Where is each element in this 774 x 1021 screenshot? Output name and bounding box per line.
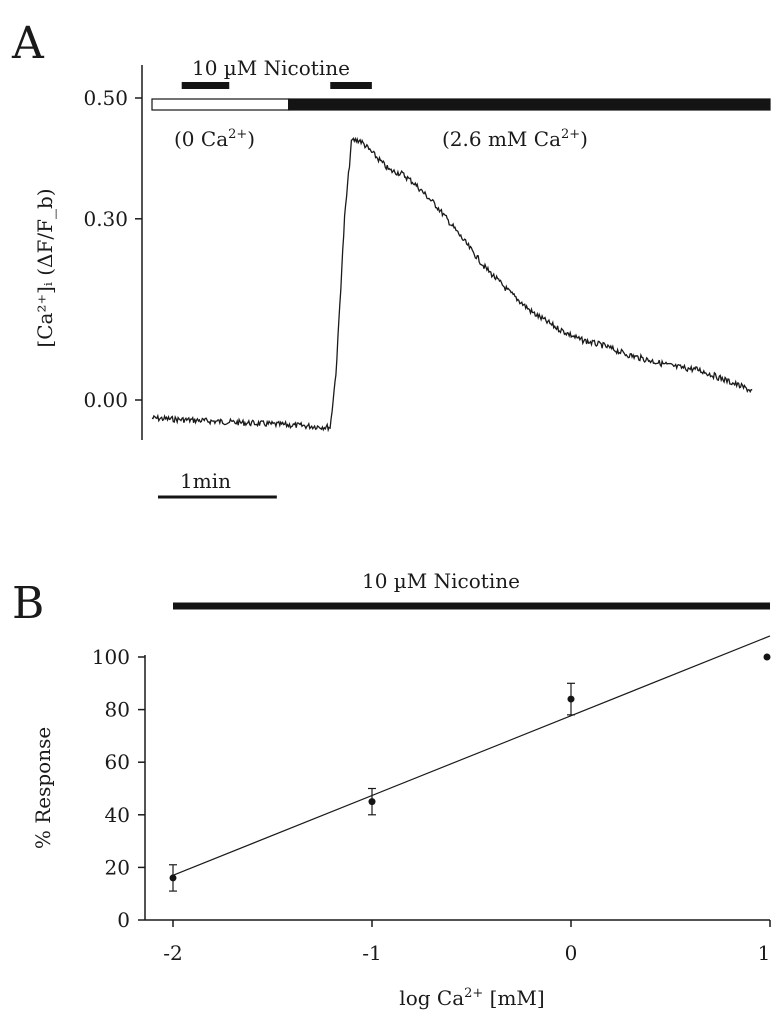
panel-a-y-ticks: 0.00 0.30 0.50 [83, 86, 142, 412]
panel-b-letter: B [12, 578, 44, 629]
panel-a-y-tick-label: 0.30 [83, 207, 128, 231]
panel-a-y-label: [Ca²⁺]ᵢ (ΔF/F_b) [33, 188, 57, 347]
panel-b-data-point [763, 653, 771, 661]
panel-a-calcium-trace [151, 136, 753, 433]
panel-b-y-tick-label: 20 [105, 855, 130, 879]
panel-b-y-tick-label: 0 [117, 908, 130, 932]
panel-a-nicotine-label: 10 µM Nicotine [192, 56, 350, 80]
panel-b-x-tick-label: 0 [565, 941, 578, 965]
panel-b-x-ticks: -2 -1 0 1 [163, 920, 771, 965]
panel-b-fit-line [172, 635, 771, 876]
panel-a-high-ca-label: (2.6 mM Ca2+) [442, 127, 588, 151]
panel-b: B 10 µM Nicotine 0 20 40 60 80 100 -2 -1 0 1 % R… [12, 569, 771, 1010]
panel-a-condition-bar [151, 98, 290, 111]
panel-a-condition-bar [288, 98, 771, 111]
panel-a-y-tick-label: 0.50 [83, 86, 128, 110]
panel-a-letter: A [11, 18, 45, 69]
panel-b-y-tick-label: 80 [105, 698, 130, 722]
panel-b-x-label: log Ca2+ [mM] [399, 986, 544, 1010]
panel-a-nicotine-bar [181, 82, 230, 89]
panel-b-data-points [169, 653, 771, 892]
panel-a-scale-label: 1min [180, 469, 231, 493]
panel-b-data-point [567, 695, 575, 703]
panel-b-y-label: % Response [31, 727, 55, 849]
panel-a-nicotine-bar [330, 82, 372, 89]
panel-b-data-point [368, 798, 376, 806]
panel-b-y-ticks: 0 20 40 60 80 100 [92, 645, 145, 932]
panel-b-y-tick-label: 60 [105, 750, 130, 774]
panel-b-nicotine-label: 10 µM Nicotine [362, 569, 520, 593]
panel-b-x-tick-label: -1 [362, 941, 381, 965]
panel-b-x-tick-label: 1 [758, 941, 771, 965]
panel-b-data-point [169, 874, 177, 882]
panel-a-condition-bars [151, 82, 771, 111]
panel-b-y-tick-label: 100 [92, 645, 130, 669]
panel-a-zero-ca-label: (0 Ca2+) [174, 127, 255, 151]
panel-a: A 10 µM Nicotine 0.00 0.30 0.50 [Ca²⁺]ᵢ (Δ… [11, 18, 771, 499]
panel-a-y-tick-label: 0.00 [83, 388, 128, 412]
panel-b-y-tick-label: 40 [105, 803, 130, 827]
panel-b-x-tick-label: -2 [163, 941, 182, 965]
